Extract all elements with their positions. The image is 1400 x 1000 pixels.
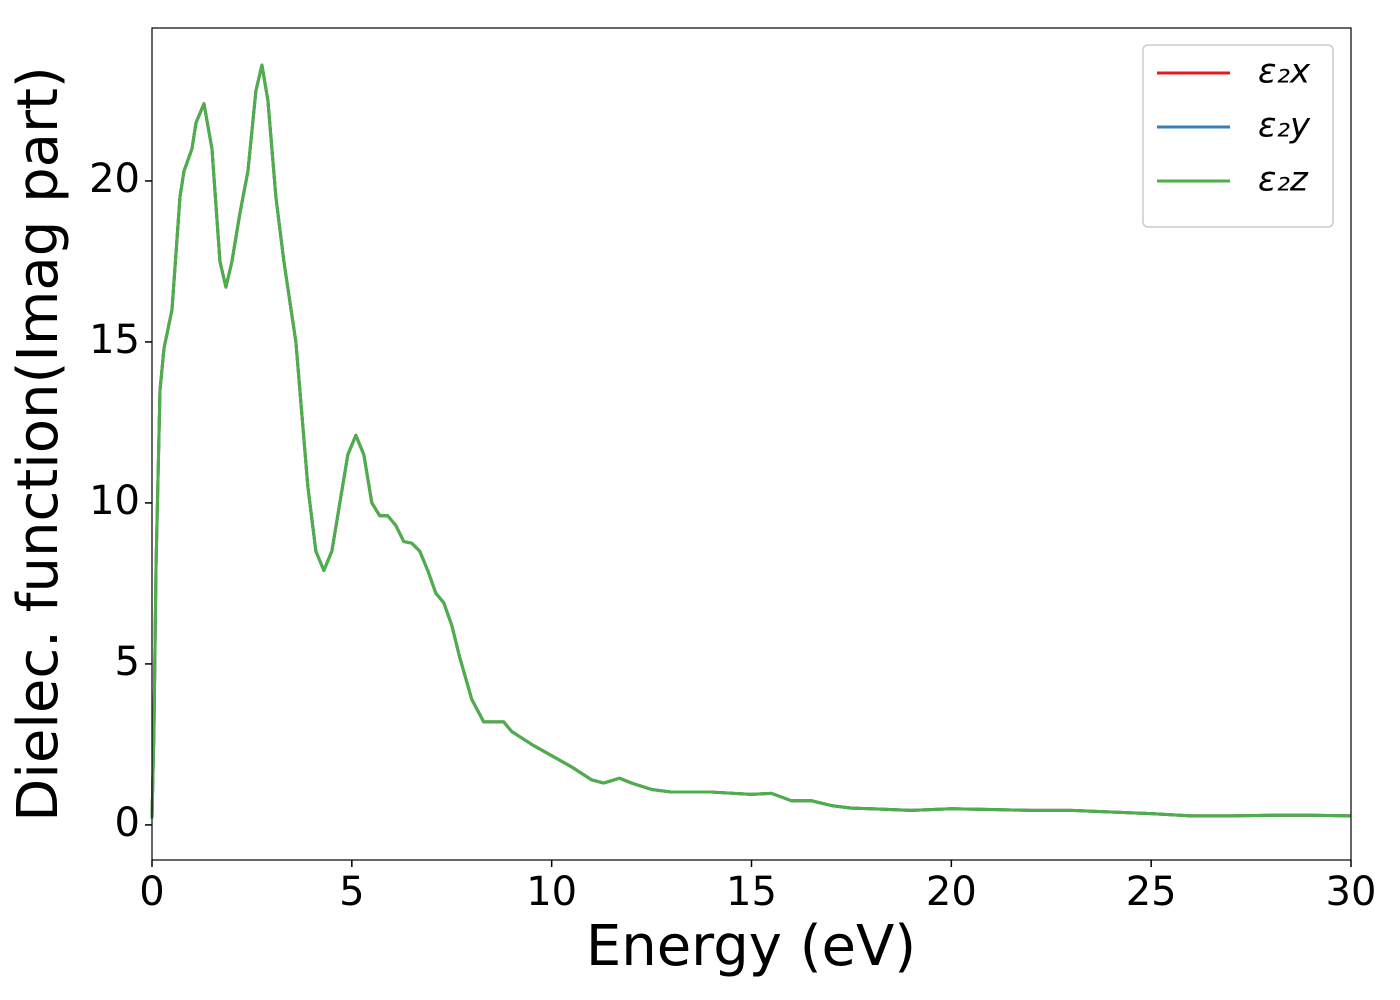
y-axis-label: Dielec. function(Imag part): [6, 66, 71, 822]
y-tick-label: 10: [89, 478, 140, 524]
x-tick-label: 20: [926, 869, 977, 915]
x-axis-label: Energy (eV): [586, 914, 916, 979]
legend-label: ε₂x: [1258, 52, 1311, 92]
x-tick-label: 10: [526, 869, 577, 915]
plot-frame: [151, 27, 1352, 861]
x-tick-label: 15: [726, 869, 777, 915]
y-tick-label: 15: [89, 317, 140, 363]
x-tick-label: 25: [1126, 869, 1177, 915]
x-tick-label: 30: [1326, 869, 1377, 915]
series-line: [150, 63, 1352, 819]
legend-label: ε₂y: [1258, 106, 1311, 146]
y-tick-label: 5: [115, 639, 140, 685]
y-tick-label: 0: [115, 800, 140, 846]
x-tick-label: 5: [339, 869, 364, 915]
legend-label: ε₂z: [1258, 160, 1309, 200]
x-tick-label: 0: [139, 869, 164, 915]
y-tick-label: 20: [89, 156, 140, 202]
